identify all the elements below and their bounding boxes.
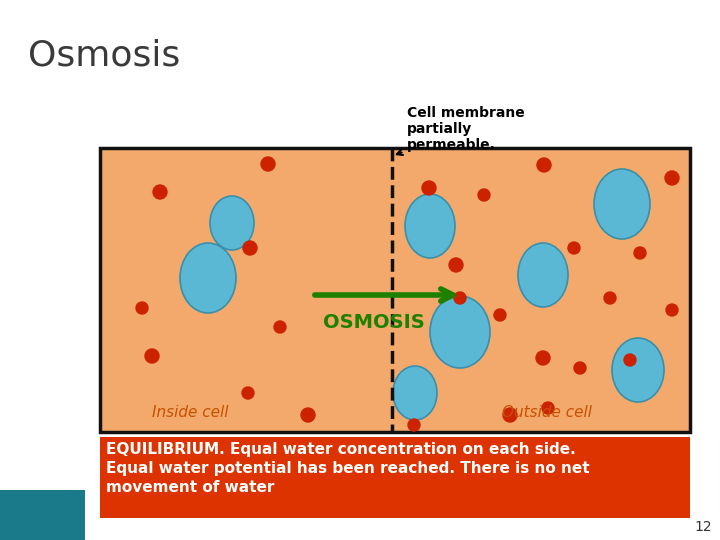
- Bar: [100, 437, 690, 518]
- Circle shape: [624, 354, 636, 366]
- Circle shape: [494, 309, 506, 321]
- Circle shape: [145, 349, 159, 363]
- Ellipse shape: [405, 194, 455, 258]
- Ellipse shape: [430, 296, 490, 368]
- Circle shape: [301, 408, 315, 422]
- Circle shape: [422, 181, 436, 195]
- Circle shape: [274, 321, 286, 333]
- Ellipse shape: [594, 169, 650, 239]
- Circle shape: [542, 402, 554, 414]
- Circle shape: [454, 292, 466, 304]
- Circle shape: [604, 292, 616, 304]
- Circle shape: [665, 171, 679, 185]
- Circle shape: [478, 189, 490, 201]
- Circle shape: [568, 242, 580, 254]
- Circle shape: [503, 408, 517, 422]
- Text: Cell membrane
partially
permeable.: Cell membrane partially permeable.: [397, 106, 525, 155]
- Circle shape: [242, 387, 254, 399]
- Circle shape: [261, 157, 275, 171]
- Text: Inside cell: Inside cell: [152, 405, 228, 420]
- Ellipse shape: [393, 366, 437, 420]
- Text: 12: 12: [694, 520, 712, 534]
- Circle shape: [666, 304, 678, 316]
- Circle shape: [634, 247, 646, 259]
- Ellipse shape: [518, 243, 568, 307]
- Text: Outside cell: Outside cell: [502, 405, 592, 420]
- Bar: [0, 490, 85, 540]
- Ellipse shape: [210, 196, 254, 250]
- Ellipse shape: [180, 243, 236, 313]
- Circle shape: [537, 158, 551, 172]
- Ellipse shape: [612, 338, 664, 402]
- Text: OSMOSIS: OSMOSIS: [323, 313, 425, 332]
- Text: Osmosis: Osmosis: [28, 38, 180, 72]
- Circle shape: [136, 302, 148, 314]
- Text: EQUILIBRIUM. Equal water concentration on each side.
Equal water potential has b: EQUILIBRIUM. Equal water concentration o…: [106, 442, 590, 495]
- Bar: [100, 148, 690, 432]
- Circle shape: [574, 362, 586, 374]
- Circle shape: [243, 241, 257, 255]
- Circle shape: [408, 419, 420, 431]
- Circle shape: [536, 351, 550, 365]
- Circle shape: [153, 185, 167, 199]
- Circle shape: [449, 258, 463, 272]
